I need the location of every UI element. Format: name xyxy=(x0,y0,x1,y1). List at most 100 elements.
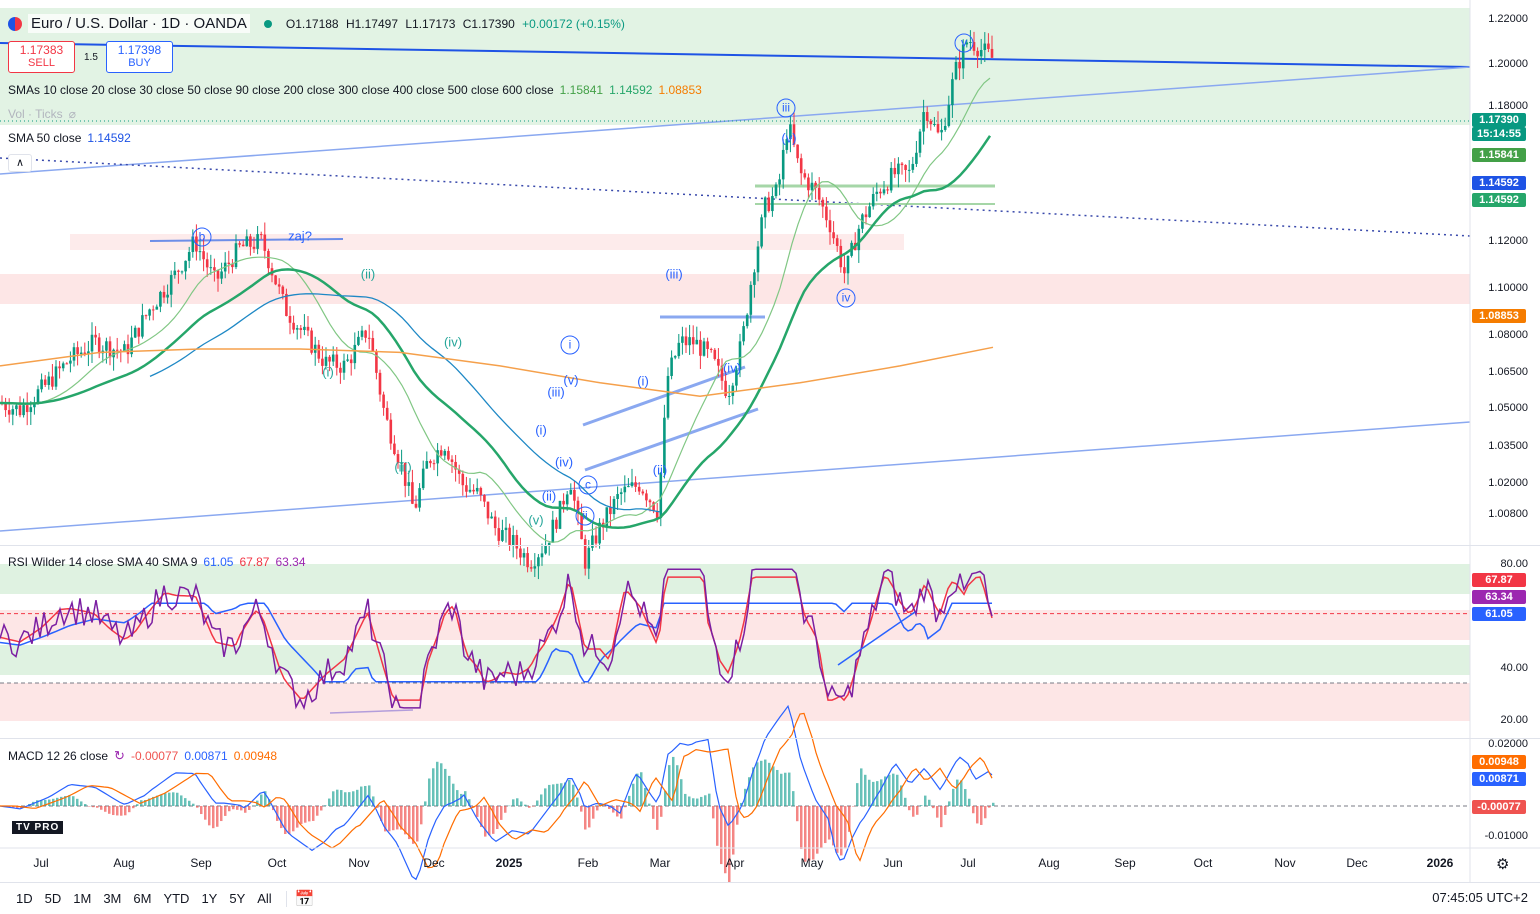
timeframe-button[interactable]: 5D xyxy=(44,891,62,906)
candle-body xyxy=(583,539,587,569)
macd-histogram-bar xyxy=(488,806,491,836)
macd-histogram-bar xyxy=(952,788,955,806)
macd-hist-value: -0.00077 xyxy=(130,749,179,763)
price-axis-label: 1.20000 xyxy=(1488,58,1528,70)
candle-body xyxy=(825,206,828,221)
macd-histogram-bar xyxy=(584,806,587,830)
macd-histogram-bar xyxy=(440,763,443,806)
macd-histogram-bar xyxy=(244,806,247,813)
timeframe-button[interactable]: 1Y xyxy=(201,891,218,906)
timeframe-button[interactable]: 5Y xyxy=(229,891,246,906)
pane-separator-rsi[interactable] xyxy=(0,545,1540,546)
candle-body xyxy=(450,459,454,462)
candle-body xyxy=(166,294,169,298)
volume-label: Vol · Ticks xyxy=(8,107,63,121)
candle-body xyxy=(735,370,738,386)
macd-histogram-bar xyxy=(660,806,663,817)
sell-button[interactable]: 1.17383 SELL xyxy=(8,41,75,73)
candle-body xyxy=(533,566,537,569)
candle-body xyxy=(310,330,313,353)
macd-histogram-bar xyxy=(544,788,547,806)
sma-legend[interactable]: SMAs 10 close 20 close 30 close 50 close… xyxy=(8,83,702,97)
refresh-icon[interactable]: ↻ xyxy=(114,748,125,763)
timeframe-button[interactable]: 1D xyxy=(16,891,33,906)
pane-separator-macd[interactable] xyxy=(0,738,1540,739)
buy-label: BUY xyxy=(128,57,151,69)
macd-histogram-bar xyxy=(108,806,111,814)
candle-body xyxy=(51,376,54,387)
macd-histogram-bar xyxy=(768,762,771,806)
candle-body xyxy=(655,510,659,519)
rsi-axis-label: 20.00 xyxy=(1500,714,1528,726)
macd-histogram-bar xyxy=(572,784,575,806)
macd-histogram-bar xyxy=(284,806,287,835)
support-zone xyxy=(0,274,1470,304)
timeframe-button[interactable]: 1M xyxy=(73,891,92,906)
candle-body xyxy=(263,234,267,251)
macd-histogram-bar xyxy=(596,806,599,811)
candle-body xyxy=(468,489,472,492)
macd-histogram-bar xyxy=(192,803,195,806)
hidden-eye-icon[interactable]: ⌀ xyxy=(68,107,76,121)
tradingview-logo[interactable]: TV PRO xyxy=(12,821,64,834)
candle-body xyxy=(281,286,285,294)
candle-body xyxy=(483,495,486,502)
rsi-legend[interactable]: RSI Wilder 14 close SMA 40 SMA 9 61.05 6… xyxy=(8,555,306,569)
macd-signal-value: 0.00948 xyxy=(233,749,278,763)
candle-body xyxy=(511,535,515,546)
candle-body xyxy=(695,339,699,345)
macd-histogram-bar xyxy=(212,806,215,829)
macd-histogram-bar xyxy=(104,806,107,812)
macd-histogram-bar xyxy=(724,806,727,874)
candle-body xyxy=(346,359,349,361)
candle-body xyxy=(306,326,310,331)
macd-histogram-bar xyxy=(292,806,295,832)
candle-body xyxy=(436,450,439,464)
macd-histogram-bar xyxy=(864,774,867,806)
rising-channel-line xyxy=(0,66,1471,175)
macd-histogram-bar xyxy=(676,765,679,806)
timeframe-button[interactable]: 3M xyxy=(103,891,122,906)
rsi-axis-label: 40.00 xyxy=(1500,662,1528,674)
timeframe-button[interactable]: All xyxy=(257,891,272,906)
candle-body xyxy=(317,344,321,359)
elliott-wave-label: (ii) xyxy=(360,266,376,282)
settings-gear-icon[interactable]: ⚙ xyxy=(1496,856,1510,873)
clock-timezone[interactable]: 07:45:05 UTC+2 xyxy=(1432,890,1528,905)
macd-histogram-bar xyxy=(248,806,251,810)
macd-histogram-bar xyxy=(536,800,539,806)
candle-body xyxy=(785,139,789,150)
macd-histogram-bar xyxy=(560,783,563,806)
sma50-legend[interactable]: SMA 50 close 1.14592 xyxy=(8,131,131,145)
volume-legend[interactable]: Vol · Ticks ⌀ xyxy=(8,107,76,121)
collapse-legend-button[interactable]: ∧ xyxy=(8,154,32,172)
symbol-title[interactable]: Euro / U.S. Dollar · 1D · OANDA xyxy=(28,14,250,33)
price-tag: 15:14:55 xyxy=(1472,127,1526,141)
macd-histogram-bar xyxy=(804,806,807,862)
candle-body xyxy=(54,366,58,387)
timeframe-button[interactable]: 6M xyxy=(133,891,152,906)
macd-histogram-bar xyxy=(492,806,495,834)
macd-tag: 0.00948 xyxy=(1472,755,1526,769)
macd-signal-line xyxy=(0,712,993,869)
candle-body xyxy=(33,402,36,408)
rsi-overbought-zone xyxy=(0,564,1470,594)
macd-histogram-bar xyxy=(48,799,51,806)
timeframe-button[interactable]: YTD xyxy=(163,891,190,906)
macd-legend[interactable]: MACD 12 26 close ↻ -0.00077 0.00871 0.00… xyxy=(8,748,277,764)
macd-histogram-bar xyxy=(176,792,179,806)
macd-histogram-bar xyxy=(184,798,187,806)
macd-histogram-bar xyxy=(816,806,819,854)
candle-body xyxy=(580,513,583,540)
candle-body xyxy=(18,405,22,416)
macd-histogram-bar xyxy=(732,806,735,855)
macd-line xyxy=(0,704,993,881)
macd-histogram-bar xyxy=(520,801,523,806)
candle-body xyxy=(504,527,508,531)
macd-histogram-bar xyxy=(320,806,323,811)
macd-histogram-bar xyxy=(304,806,307,823)
candle-body xyxy=(810,182,814,191)
buy-button[interactable]: 1.17398 BUY xyxy=(106,41,173,73)
calendar-icon[interactable]: 📅 xyxy=(294,890,315,908)
